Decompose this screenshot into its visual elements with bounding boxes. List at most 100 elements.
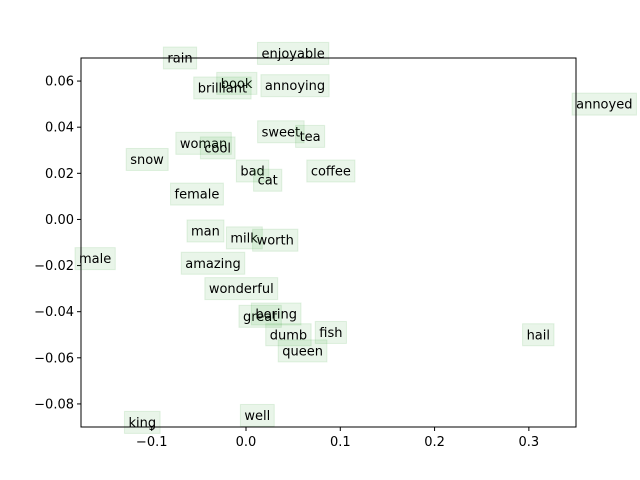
word-label-box [204, 277, 279, 301]
word-point: well [239, 403, 275, 427]
word-label-box [257, 120, 305, 144]
y-tick-label: 0.00 [45, 213, 74, 228]
word-label: coffee [311, 165, 351, 180]
word-label: man [191, 224, 220, 239]
word-label: boring [255, 307, 297, 322]
word-label: amazing [185, 257, 241, 272]
word-label-box [239, 403, 275, 427]
word-point: female [170, 182, 224, 206]
x-tick-label: 0.3 [519, 435, 540, 450]
word-point: great [238, 304, 282, 328]
word-label-box [256, 41, 330, 65]
word-label: great [243, 310, 277, 325]
word-label: male [79, 252, 111, 267]
word-label-box [314, 320, 347, 344]
word-point: boring [250, 302, 302, 326]
word-label-box [571, 92, 637, 116]
word-label: worth [257, 234, 294, 249]
word-label: enjoyable [261, 47, 324, 62]
word-label: brilliant [198, 81, 247, 96]
word-label-box [306, 159, 356, 183]
word-label: annoying [265, 79, 325, 94]
y-tick-label: 0.04 [45, 121, 74, 136]
word-label: well [244, 409, 270, 424]
word-label-box [123, 410, 161, 434]
word-point: amazing [180, 251, 246, 275]
word-point: enjoyable [256, 41, 330, 65]
word-label: fish [319, 326, 342, 341]
word-point: annoying [260, 74, 330, 98]
word-point: book [216, 71, 258, 95]
word-label: dumb [270, 328, 307, 343]
word-label-box [260, 74, 330, 98]
word-label-box [295, 124, 326, 148]
y-tick-label: 0.02 [45, 167, 74, 182]
word-label-box [193, 76, 252, 100]
word-label-box [250, 302, 302, 326]
word-label-box [199, 136, 236, 160]
word-label: snow [130, 153, 164, 168]
word-label: rain [167, 52, 192, 67]
x-tick-label: 0.1 [330, 435, 351, 450]
word-label-box [277, 339, 328, 363]
word-point: fish [314, 320, 347, 344]
word-label: cool [204, 141, 231, 156]
word-label-box [253, 168, 283, 192]
axis-ticks: −0.1 0.0 0.1 0.2 0.3 −0.08 −0.06 −0.04 −0.02 0.00… [34, 75, 539, 450]
word-point: milk [225, 226, 263, 250]
word-label: sweet [262, 125, 301, 140]
word-label: queen [282, 344, 323, 359]
word-label-box [216, 71, 258, 95]
word-point: brilliant [193, 76, 252, 100]
word-point: queen [277, 339, 328, 363]
y-tick-label: −0.04 [34, 305, 74, 320]
word-label-box [238, 304, 282, 328]
word-point: wonderful [204, 277, 279, 301]
word-label-box [265, 323, 312, 347]
word-label-box [180, 251, 246, 275]
word-point: king [123, 410, 161, 434]
word-label: book [221, 77, 253, 92]
word-label: woman [180, 137, 227, 152]
word-point: cat [253, 168, 283, 192]
word-label: bad [240, 165, 264, 180]
word-label: wonderful [209, 282, 274, 297]
word-point: bad [235, 159, 270, 183]
word-label: tea [300, 130, 321, 145]
word-point: woman [175, 131, 232, 155]
x-tick-label: 0.0 [236, 435, 257, 450]
word-point: sweet [257, 120, 305, 144]
word-label-box [170, 182, 224, 206]
word-label: milk [230, 231, 258, 246]
y-tick-label: −0.08 [34, 397, 74, 412]
word-point: tea [295, 124, 326, 148]
word-label-box [175, 131, 232, 155]
word-label: female [175, 188, 220, 203]
word-point: coffee [306, 159, 356, 183]
word-label-box [186, 219, 225, 243]
word-point: worth [252, 228, 299, 252]
word-label-box [252, 228, 299, 252]
word-label-box [74, 247, 116, 271]
x-tick-label: −0.1 [136, 435, 168, 450]
word-label: hail [527, 328, 550, 343]
word-label: annoyed [576, 98, 632, 113]
word-point: dumb [265, 323, 312, 347]
word-point: hail [522, 323, 555, 347]
word-label-box [235, 159, 270, 183]
word-point: snow [125, 147, 169, 171]
word-point: cool [199, 136, 236, 160]
word-label-box [125, 147, 169, 171]
word-point: man [186, 219, 225, 243]
word-label-box [225, 226, 263, 250]
word-label: king [128, 416, 156, 431]
x-tick-label: 0.2 [424, 435, 445, 450]
plot-frame [80, 57, 577, 428]
word-label-box [522, 323, 555, 347]
word-point: annoyed [571, 92, 637, 116]
y-tick-label: −0.02 [34, 259, 74, 274]
word-label: cat [258, 174, 278, 189]
